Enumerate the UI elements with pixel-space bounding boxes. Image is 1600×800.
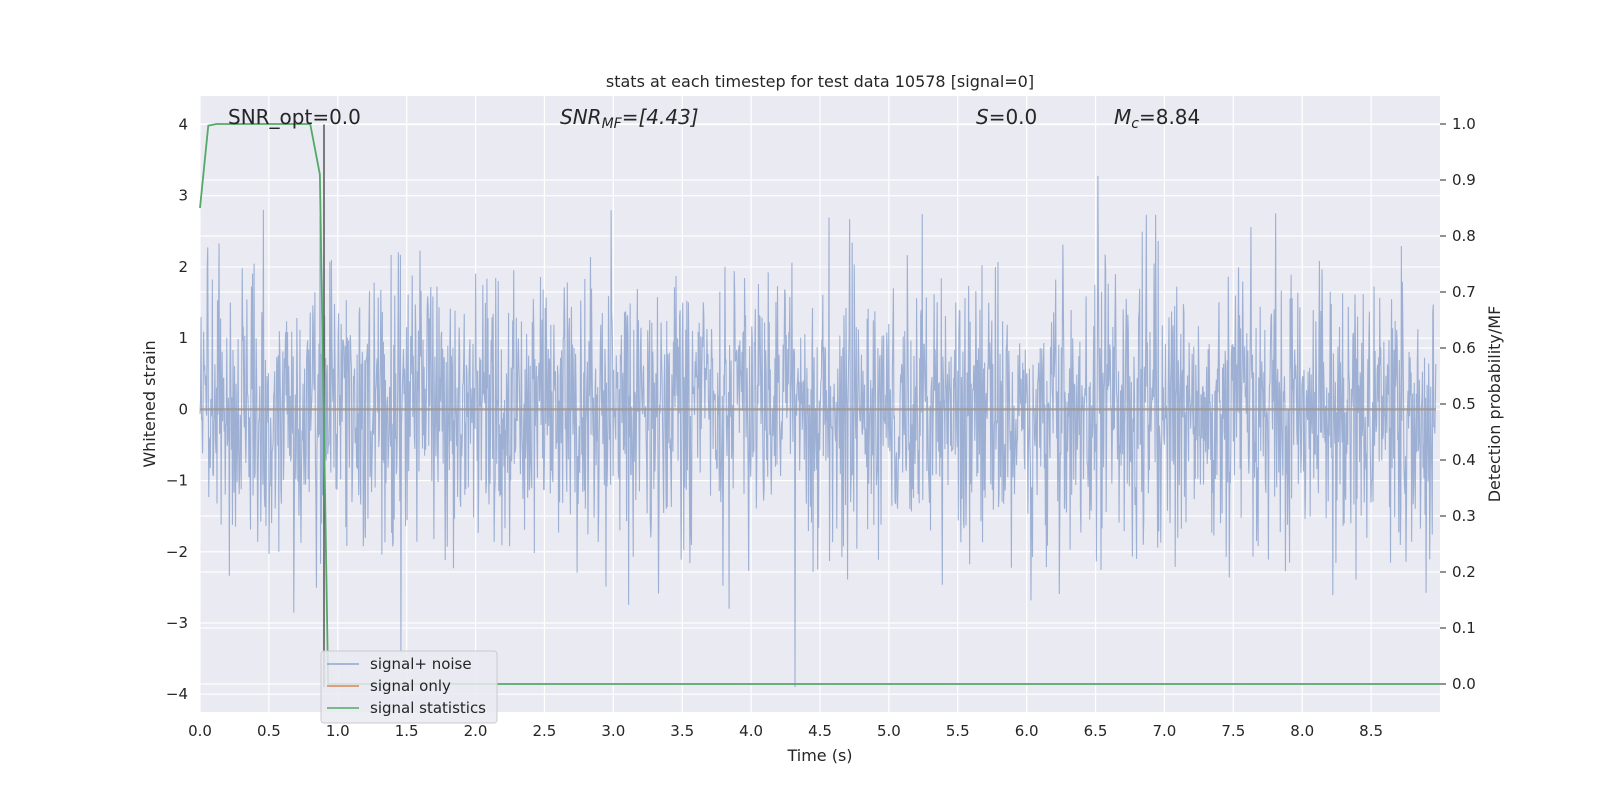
x-tick-label: 0.5 [257,722,281,740]
legend-box [320,650,498,724]
x-tick-label: 3.5 [670,722,694,740]
x-axis-label: Time (s) [786,746,852,765]
y-tick-label: 0 [178,400,188,418]
y2-tick-label: 0.1 [1452,619,1476,637]
y2-tick-label: 0.0 [1452,675,1476,693]
x-tick-label: 2.5 [533,722,557,740]
x-tick-label: 4.5 [808,722,832,740]
y2-tick-label: 1.0 [1452,115,1476,133]
x-tick-label: 4.0 [739,722,763,740]
legend-label-signal-only: signal only [370,677,451,695]
y2-tick-label: 0.9 [1452,171,1476,189]
x-tick-label: 6.5 [1084,722,1108,740]
y2-tick-label: 0.5 [1452,395,1476,413]
annotation-s: S=0.0 [976,105,1037,129]
x-tick-label: 7.5 [1221,722,1245,740]
x-tick-label: 6.0 [1015,722,1039,740]
y2-tick-label: 0.2 [1452,563,1476,581]
y-tick-label: 1 [178,329,188,347]
y2-tick-label: 0.8 [1452,227,1476,245]
annotation-s-main: S [976,105,989,129]
y2-axis-label: Detection probability/MF [1485,306,1504,503]
y-tick-label: −2 [166,543,188,561]
annotation-snr-opt: SNR_opt=0.0 [228,105,361,129]
y-tick-label: −1 [166,472,188,490]
y2-tick-label: 0.3 [1452,507,1476,525]
x-tick-label: 2.0 [464,722,488,740]
x-tick-label: 3.0 [601,722,625,740]
y-tick-label: 4 [178,115,188,133]
annotation-snr-mf: SNRMF=[4.43] [560,105,699,132]
y-tick-label: 2 [178,258,188,276]
annotation-mc: Mc=8.84 [1114,105,1200,132]
x-tick-label: 5.5 [946,722,970,740]
y-tick-label: −4 [166,685,188,703]
annotation-s-value: =0.0 [989,105,1038,129]
x-tick-label: 8.5 [1359,722,1383,740]
x-tick-label: 7.0 [1153,722,1177,740]
annotation-mc-sub: c [1131,116,1139,132]
legend-label-signal-noise: signal+ noise [370,655,472,673]
legend: signal+ noise signal only signal statist… [320,650,498,724]
chart-title: stats at each timestep for test data 105… [606,72,1034,91]
annotation-snr-mf-value: =[4.43] [622,105,699,129]
annotation-mc-value: =8.84 [1139,105,1200,129]
ticks: 0.0 0.5 1.0 1.5 2.0 2.5 3.0 3.5 4.0 4.5 5.0 5.5 6.0 6… [166,115,1476,740]
y2-tick-label: 0.7 [1452,283,1476,301]
legend-label-signal-statistics: signal statistics [370,699,486,717]
annotation-mc-main: M [1114,105,1131,129]
signal-noise-line [199,176,1437,688]
signal-noise-series [199,176,1437,688]
y-tick-label: −3 [166,614,188,632]
x-tick-label: 1.5 [395,722,419,740]
x-tick-label: 8.0 [1290,722,1314,740]
y-tick-label: 3 [178,187,188,205]
y-axis-label: Whitened strain [140,340,159,467]
y2-tick-label: 0.6 [1452,339,1476,357]
x-tick-label: 1.0 [326,722,350,740]
x-tick-label: 5.0 [877,722,901,740]
annotation-snr-mf-main: SNR [560,105,602,129]
annotation-snr-mf-sub: MF [602,116,623,132]
y2-tick-label: 0.4 [1452,451,1476,469]
x-tick-label: 0.0 [188,722,212,740]
